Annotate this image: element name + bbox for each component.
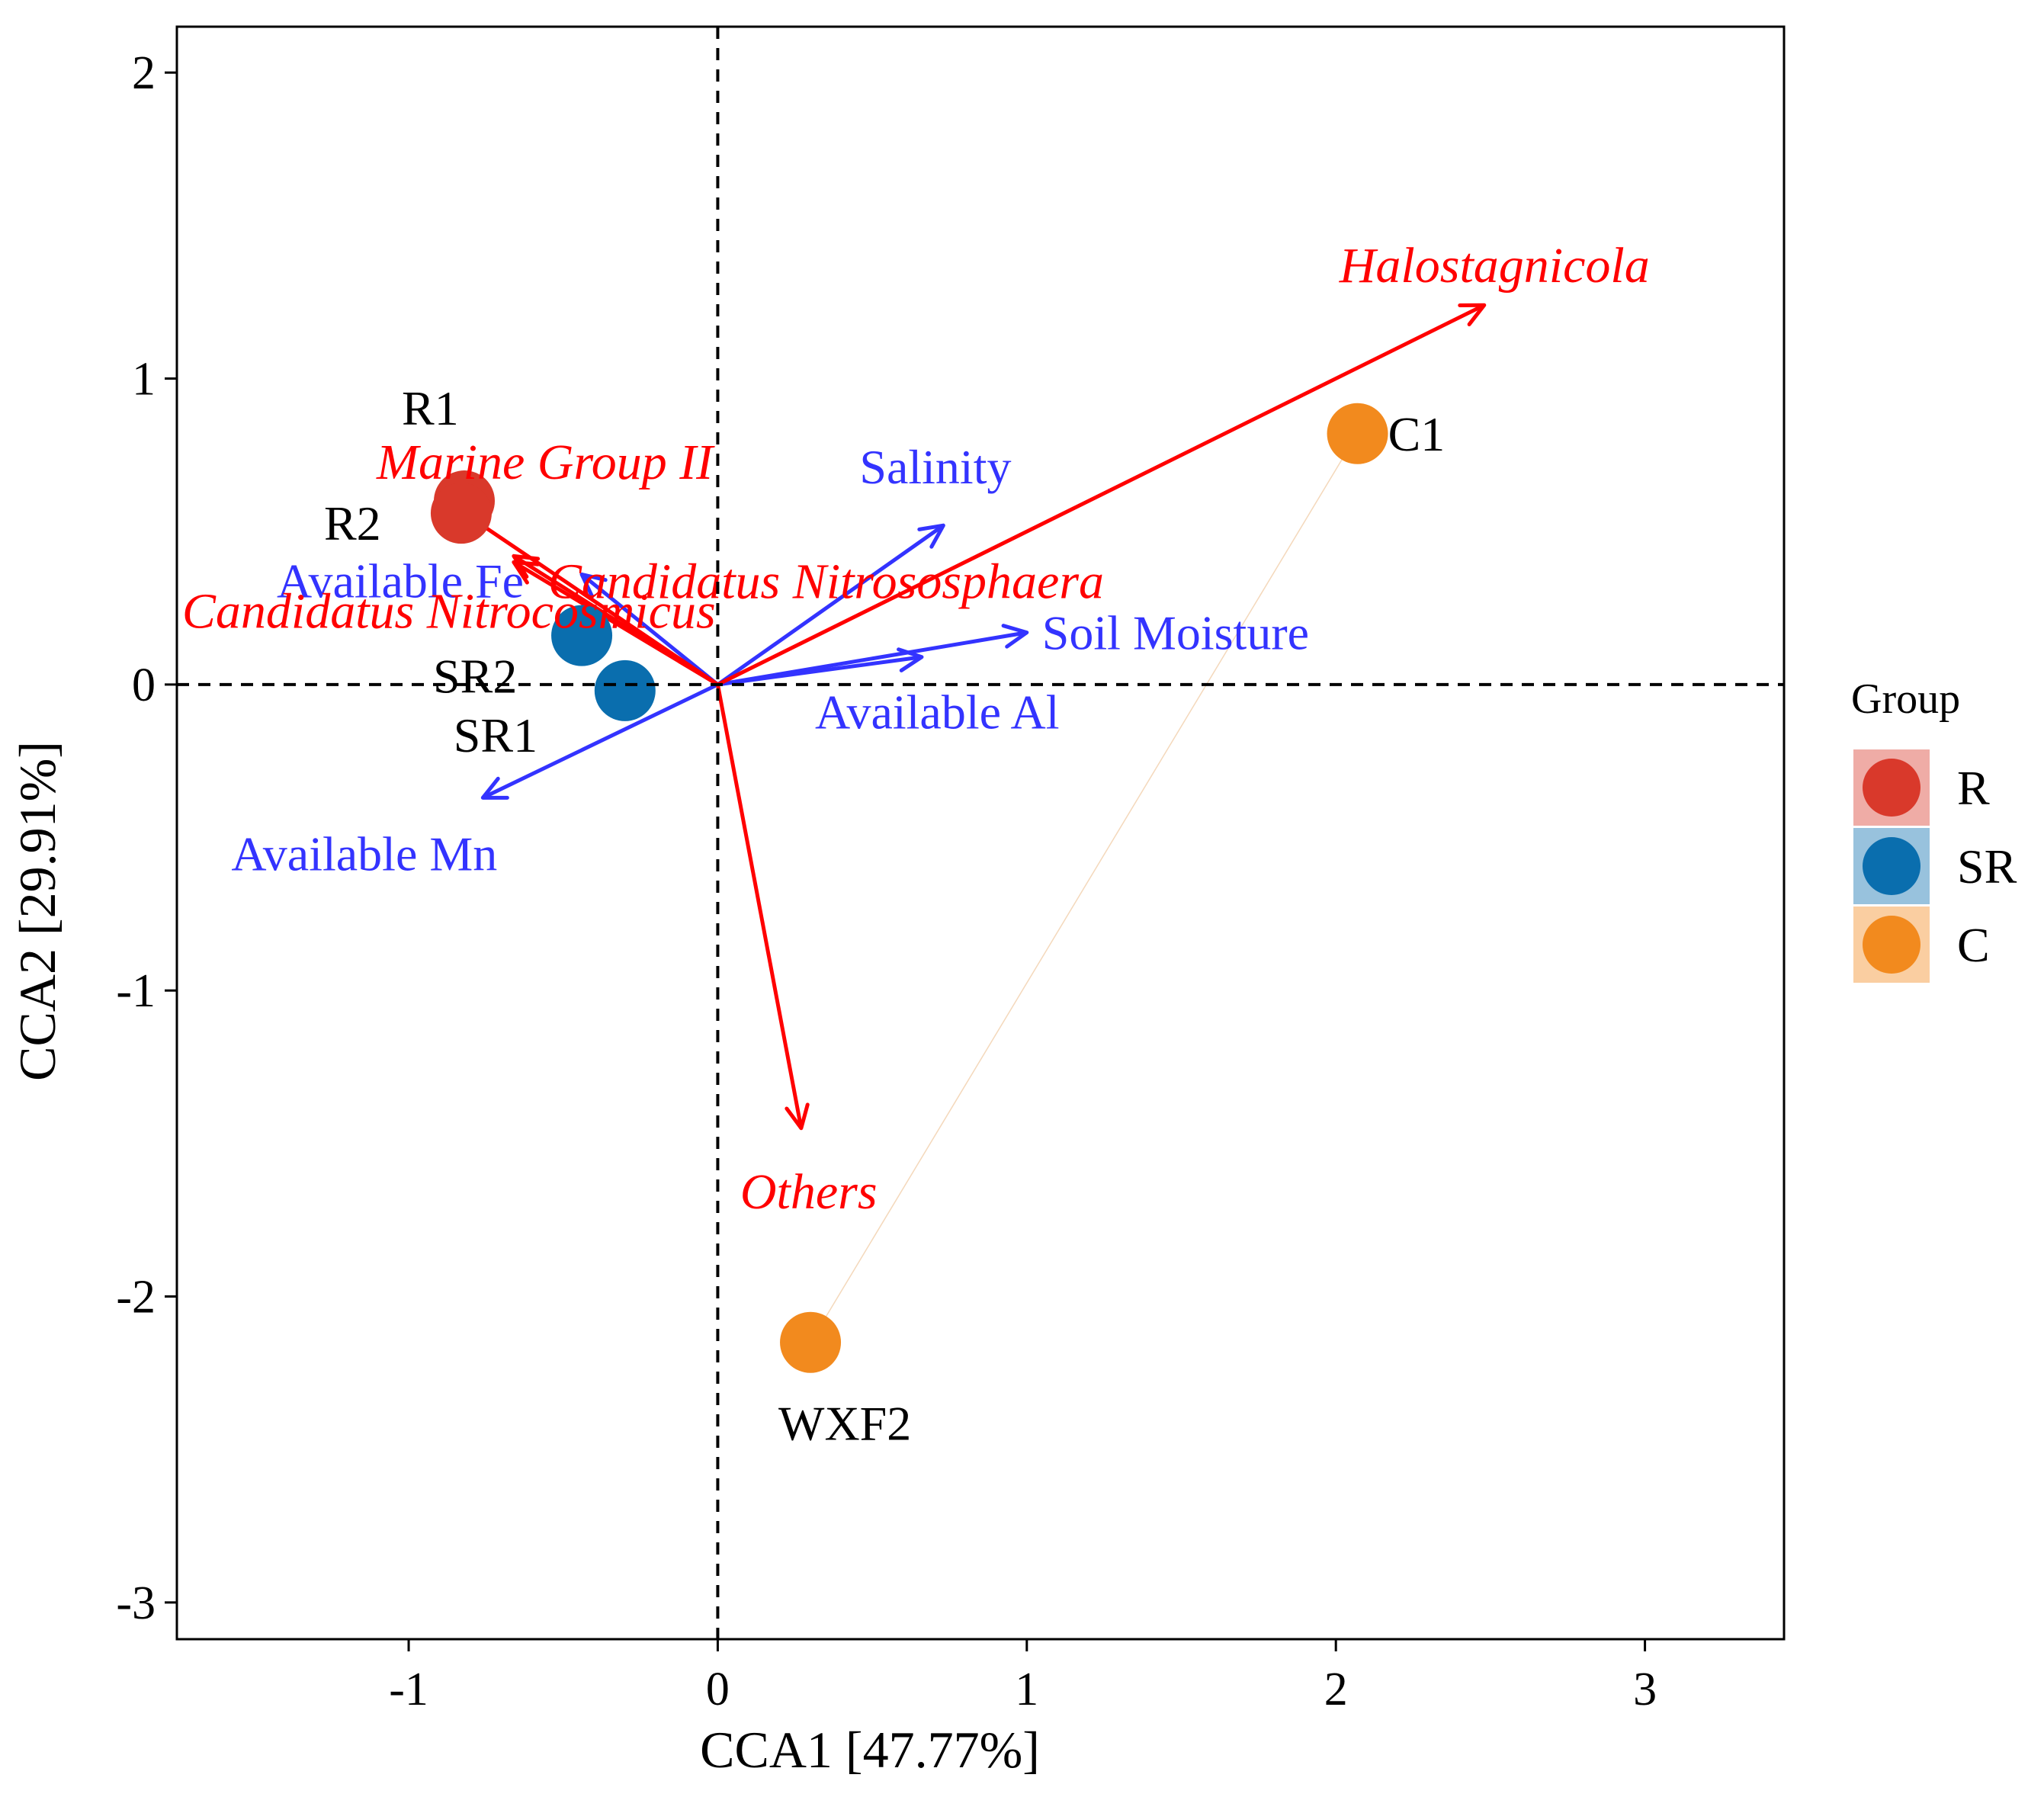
- env-arrow-soil-moisture-head: [1001, 624, 1029, 649]
- sample-point-r2: [430, 483, 492, 544]
- x-tick-label: 0: [706, 1664, 730, 1715]
- env-arrow-salinity: [716, 523, 945, 686]
- env-label-available-fe: Available Fe: [277, 554, 524, 608]
- y-tick-label: 2: [132, 47, 156, 99]
- taxa-label-layer: Halostagnicola Marine Group II Candidatus …: [182, 238, 1650, 1220]
- x-tick-label: -1: [389, 1664, 428, 1715]
- legend-items: R SR C: [1853, 749, 2017, 983]
- env-arrow-available-fe: [579, 572, 719, 686]
- taxa-arrow-others-shaft: [715, 684, 804, 1129]
- legend-label-r: R: [1957, 761, 1990, 815]
- taxa-label-halostagnicola: Halostagnicola: [1339, 238, 1650, 294]
- taxa-arrow-candidatus-nitrososphaera-head: [512, 560, 541, 585]
- env-label-salinity: Salinity: [859, 440, 1011, 494]
- x-tick-label: 2: [1324, 1664, 1348, 1715]
- sample-label-sr1: SR1: [454, 708, 537, 762]
- axes-layer: -1 0 1 2 3 2 1 0 -1 -2 -3: [116, 25, 1786, 1715]
- taxa-arrow-halostagnicola: [717, 303, 1487, 687]
- env-label-layer: Salinity Available Fe Soil Moisture Availab…: [231, 440, 1309, 881]
- env-arrow-available-mn: [480, 682, 719, 800]
- env-arrow-salinity-head: [917, 523, 945, 549]
- legend-key-dot: [1863, 837, 1920, 895]
- sample-point-sr2: [551, 605, 613, 666]
- taxa-arrow-halostagnicola-shaft: [717, 303, 1485, 687]
- sample-label-sr2: SR2: [433, 650, 517, 704]
- group-c-connector: [810, 433, 1359, 1343]
- env-label-available-al: Available Al: [815, 685, 1060, 740]
- env-arrow-soil-moisture: [717, 624, 1029, 687]
- sample-point-layer: [430, 403, 1388, 1373]
- env-arrow-available-mn-shaft: [482, 682, 719, 800]
- y-tick-label: -1: [116, 965, 156, 1017]
- taxa-label-marine-group-ii: Marine Group II: [376, 435, 715, 490]
- legend-label-sr: SR: [1957, 839, 2017, 894]
- legend: Group R SR C: [1851, 675, 2017, 983]
- taxa-arrow-candidatus-nitrocosmicus-shaft: [512, 554, 719, 686]
- taxa-label-others: Others: [740, 1164, 878, 1220]
- env-arrow-available-fe-head: [579, 572, 608, 598]
- taxa-arrow-halostagnicola-head: [1458, 303, 1487, 326]
- legend-item-r: R: [1853, 749, 1990, 826]
- env-arrow-available-mn-head: [480, 776, 509, 800]
- legend-item-sr: SR: [1853, 828, 2017, 904]
- taxa-label-candidatus-nitrososphaera: Candidatus Nitrososphaera: [548, 554, 1104, 609]
- taxa-label-candidatus-nitrocosmicus: Candidatus Nitrocosmicus: [182, 583, 716, 639]
- sample-point-sr1: [594, 659, 656, 721]
- legend-key-dot: [1863, 759, 1920, 817]
- env-arrow-salinity-shaft: [716, 524, 945, 686]
- legend-title: Group: [1851, 675, 1960, 723]
- sample-point-wxf2: [780, 1311, 842, 1373]
- env-arrow-available-al: [717, 647, 924, 687]
- env-arrow-available-al-head: [897, 647, 924, 672]
- env-arrow-layer: [480, 523, 1029, 800]
- x-tick-label: 3: [1633, 1664, 1657, 1715]
- env-label-available-mn: Available Mn: [231, 826, 497, 881]
- legend-key-dot: [1863, 916, 1920, 974]
- taxa-arrow-candidatus-nitrocosmicus-head: [512, 554, 541, 579]
- legend-item-c: C: [1853, 907, 1990, 983]
- y-tick-label: -2: [116, 1272, 156, 1324]
- taxa-arrow-others-head: [785, 1102, 810, 1131]
- sample-label-r1: R1: [402, 381, 459, 435]
- legend-label-c: C: [1957, 918, 1990, 972]
- taxa-arrow-candidatus-nitrocosmicus: [512, 554, 719, 686]
- sample-label-wxf2: WXF2: [778, 1397, 911, 1451]
- env-arrow-available-al-shaft: [717, 655, 923, 687]
- y-tick-label: 0: [132, 659, 156, 711]
- x-axis-title: CCA1 [47.77%]: [700, 1721, 1040, 1779]
- plot-frame: [175, 25, 1786, 1641]
- x-tick-label: 1: [1015, 1664, 1038, 1715]
- env-label-soil-moisture: Soil Moisture: [1042, 606, 1309, 660]
- sample-point-c1: [1327, 403, 1388, 464]
- sample-label-c1: C1: [1388, 407, 1446, 461]
- y-tick-label: -3: [116, 1577, 156, 1629]
- sample-label-r2: R2: [324, 496, 381, 550]
- taxa-arrow-others: [715, 684, 810, 1131]
- env-arrow-available-fe-shaft: [580, 573, 719, 686]
- y-axis-title: CCA2 [29.91%]: [8, 741, 66, 1081]
- y-tick-label: 1: [132, 354, 156, 406]
